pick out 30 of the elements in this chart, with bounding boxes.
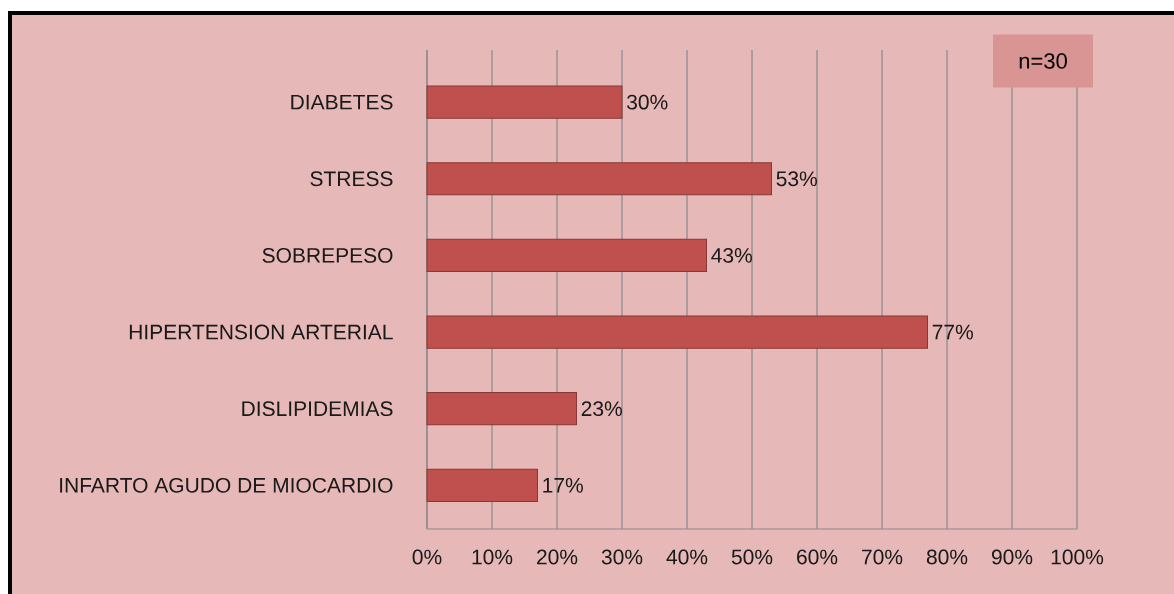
y-tick-label: SOBREPESO [262, 247, 393, 263]
x-tick-label: 0% [412, 549, 442, 565]
y-tick-label: INFARTO AGUDO DE MIOCARDIO [60, 477, 393, 493]
y-tick-label: HIPERTENSION ARTERIAL [129, 324, 393, 340]
x-tick-label: 90% [991, 549, 1033, 565]
data-label: 30% [627, 94, 668, 110]
bar [426, 238, 707, 272]
x-tick-label: 30% [601, 549, 643, 565]
x-tick-label: 10% [472, 549, 513, 565]
annotation: n=30 [1019, 53, 1067, 69]
data-label: 23% [581, 401, 622, 417]
y-tick-label: DIABETES [291, 94, 393, 110]
y-tick-label: DISLIPIDEMIAS [242, 401, 393, 417]
bar [426, 392, 577, 426]
bar [426, 162, 773, 196]
data-label: 43% [711, 247, 752, 263]
bar [426, 315, 929, 349]
bar [426, 85, 623, 119]
data-label: 53% [776, 171, 817, 187]
x-tick-label: 80% [926, 549, 968, 565]
x-tick-label: 70% [862, 549, 903, 565]
data-label: 77% [932, 324, 973, 340]
y-tick-label: STRESS [310, 171, 393, 187]
x-tick-label: 40% [666, 549, 708, 565]
x-tick-label: 20% [537, 549, 578, 565]
x-tick-label: 60% [797, 549, 838, 565]
bar [426, 468, 538, 502]
x-tick-label: 100% [1051, 549, 1104, 565]
data-label: 17% [543, 477, 583, 493]
x-tick-label: 50% [731, 549, 773, 565]
